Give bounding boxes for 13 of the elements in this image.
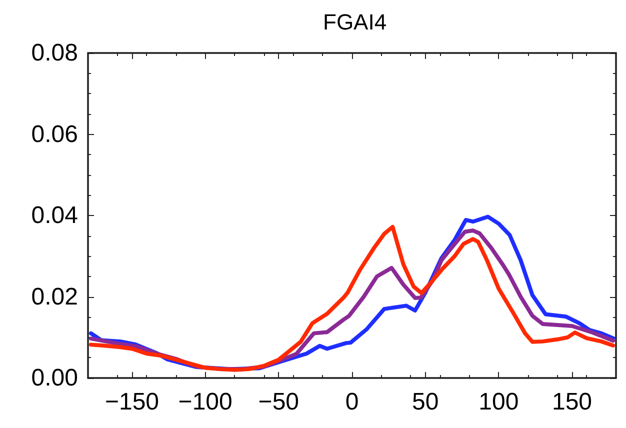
y-tick-label: 0.06	[31, 120, 78, 148]
x-tick-label: −50	[258, 388, 300, 416]
x-tick-label: 100	[478, 388, 519, 416]
x-tick-label: 150	[552, 388, 592, 416]
chart-title: FGAI4	[323, 10, 387, 34]
x-tick-label: 0	[345, 388, 359, 416]
y-tick-label: 0.02	[31, 283, 78, 310]
x-tick-label: 50	[412, 388, 439, 416]
y-tick-label: 0.00	[31, 364, 78, 392]
y-tick-label: 0.08	[31, 40, 78, 66]
y-tick-label: 0.04	[31, 202, 78, 229]
x-tick-label: −100	[178, 388, 232, 416]
x-tick-label: −150	[104, 388, 160, 416]
